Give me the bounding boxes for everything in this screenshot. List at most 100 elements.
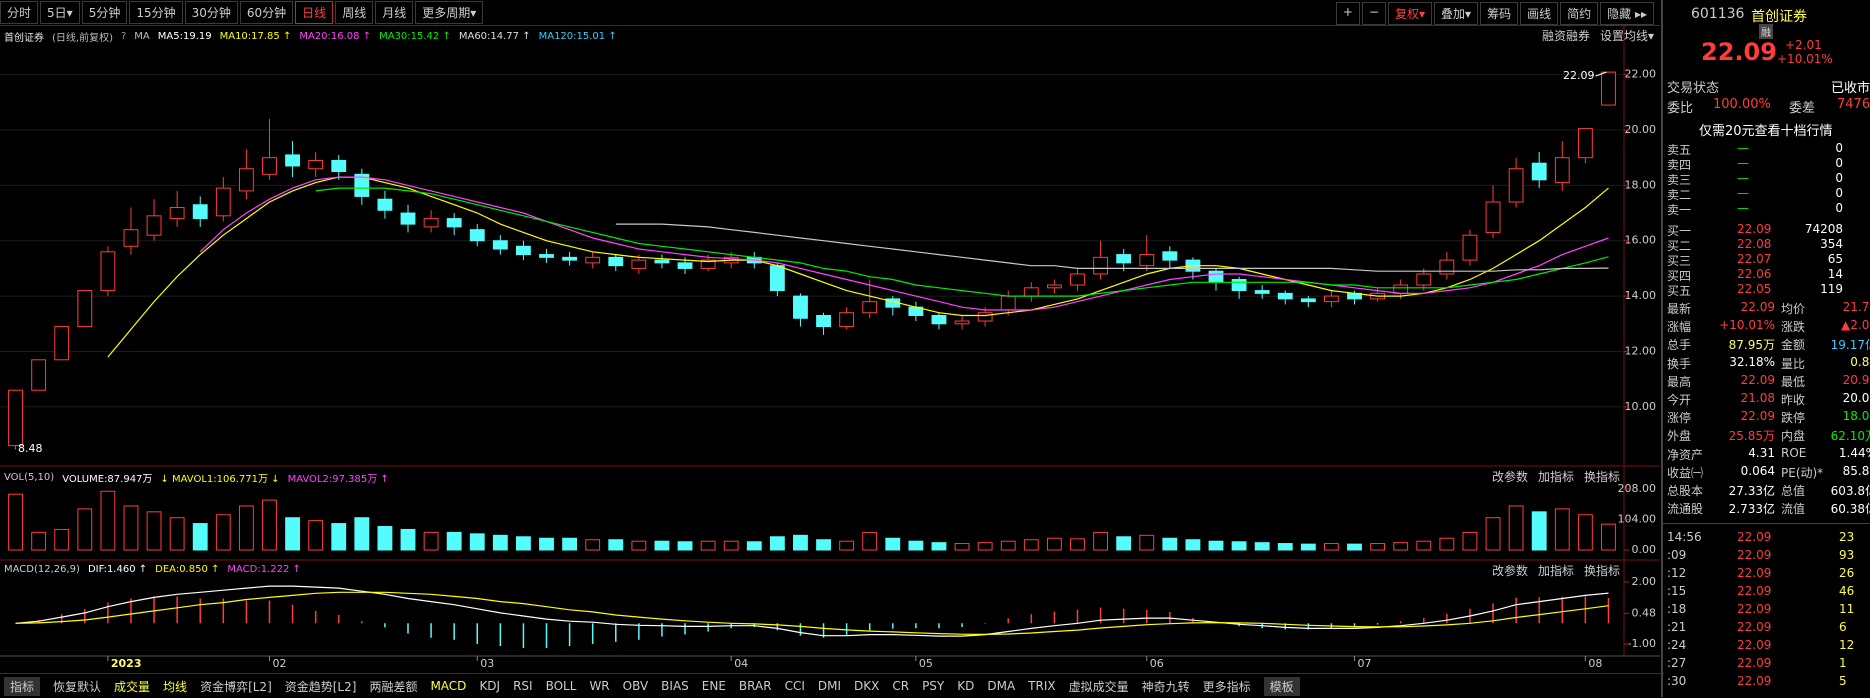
tool-button[interactable]: 隐藏 ▸▸ [1600,2,1654,25]
order-row: 买四 22.06 14 [1667,267,1870,283]
max-price-label: 22.09 [1563,69,1595,82]
panel-link[interactable]: 加指标 [1537,470,1574,484]
tool-button[interactable]: − [1361,2,1387,25]
line-series [315,187,1609,297]
candle-body [862,301,878,314]
tool-button[interactable]: 筹码 [1480,2,1519,25]
indicator-tab[interactable]: DKX [854,679,880,693]
period-tab[interactable]: 15分钟 [129,1,183,24]
order-row: 买二 22.08 354 [1667,237,1870,253]
volume-bar [1116,536,1132,551]
indicator-tab[interactable]: KDJ [479,679,501,693]
panel-link[interactable]: 设置均线▾ [1599,29,1654,43]
period-tab[interactable]: 5分钟 [81,1,128,24]
volume-bar [1531,511,1547,551]
candle-body [1185,259,1201,272]
indicator-tab[interactable]: 虚拟成交量 [1068,679,1129,694]
toolbar: 分时 5日▾ 5分钟 15分钟 30分钟 60分钟 日线 周线 月线 更多周期▾ + − 复权▾ 叠加▾ 筹… [0,0,1660,26]
indicator-tab[interactable]: 恢复默认 [53,679,102,694]
stat-label: 最低 [1781,374,1806,389]
period-tab[interactable]: 5日▾ [40,1,80,24]
diff: 7476 [1837,97,1870,112]
indicator-tab[interactable]: BRAR [738,679,772,693]
indicator-tab[interactable]: WR [589,679,610,693]
indicator-tab[interactable]: ENE [701,679,726,693]
period-tab[interactable]: 日线 [295,1,334,24]
panel-link[interactable]: 改参数 [1491,564,1528,578]
tool-button[interactable]: + [1335,2,1360,25]
indicator-tab[interactable]: 更多指标 [1202,679,1251,694]
indicator-tab[interactable]: PSY [922,679,945,693]
stat-label: 总股本 [1667,484,1704,498]
indicator-tab[interactable]: 模板 [1263,676,1300,696]
indicator-tab[interactable]: 成交量 [114,679,151,694]
indicator-tab[interactable]: CR [892,679,910,693]
header-item: DIF:1.460 ↑ [87,564,148,575]
indicator-tab[interactable]: TRIX [1028,679,1056,693]
order-price: 22.07 [1737,252,1772,266]
candle-body [516,245,531,256]
period-tab[interactable]: 更多周期▾ [415,1,484,24]
period-tab[interactable]: 周线 [335,1,374,24]
candle-body [469,229,485,242]
indicator-tab[interactable]: 资金趋势[L2] [284,679,357,694]
indicator-tab[interactable]: OBV [622,679,649,693]
panel-link[interactable]: 改参数 [1491,470,1528,484]
panel-link[interactable]: 加指标 [1537,564,1574,578]
tool-button[interactable]: 简约 [1560,2,1599,25]
indicator-tab[interactable]: 两融差额 [369,679,418,694]
ratio: 100.00% [1713,97,1771,112]
volume-header: VOL(5,10) VOLUME:87.947万 ↓ MAVOL1:106.771万… [4,470,389,485]
tool-button[interactable]: 复权▾ [1388,2,1433,25]
indicator-tab[interactable]: 指标 [4,676,41,696]
volume-bar [793,534,808,551]
candle-body [1577,128,1593,159]
promo-link[interactable]: 仅需20元查看十档行情 [1699,124,1833,139]
margin-badge: 融 [1759,24,1773,39]
volume-bar [8,493,23,551]
order-row: 卖三 — 0 [1667,171,1870,187]
panel-link[interactable]: 换指标 [1583,564,1620,578]
tool-button[interactable]: 画线 [1520,2,1559,25]
panel-link[interactable]: 融资融券 [1541,29,1590,43]
y-tick-label: 2.00 [1632,575,1657,588]
stat-label: 总手 [1667,338,1692,353]
stat-value: ▲2.01 [1841,318,1870,333]
header-item: MAVOL2:97.385万 ↑ [287,474,389,485]
stat-value: 25.85万 [1728,429,1775,444]
period-tab[interactable]: 月线 [375,1,414,24]
indicator-tab[interactable]: DMI [817,679,841,693]
header-item: MACD:1.222 ↑ [227,564,301,575]
indicator-tab[interactable]: BIAS [661,679,689,693]
period-tab[interactable]: 60分钟 [239,1,294,24]
tool-button[interactable]: 叠加▾ [1434,2,1479,25]
indicator-tab[interactable]: RSI [513,679,533,693]
indicator-tab[interactable]: 资金博弈[L2] [200,679,272,694]
candle-body [631,259,647,269]
candle-body [1347,292,1362,300]
order-price: — [1737,186,1749,200]
panel-link[interactable]: 换指标 [1583,470,1620,484]
order-volume: 0 [1835,141,1843,155]
period-tab[interactable]: 分时 [0,1,39,24]
indicator-tab[interactable]: 神奇九转 [1141,679,1190,694]
stat-label: ROE [1781,445,1807,460]
stat-value: 2.733亿 [1728,502,1775,517]
candle-body [146,215,162,236]
indicator-tab[interactable]: KD [957,679,975,693]
indicator-tab[interactable]: BOLL [545,679,577,693]
indicator-tab[interactable]: DMA [987,679,1016,693]
indicator-tab[interactable]: MACD [430,679,467,693]
stat-label: 均价 [1781,302,1806,316]
indicator-tab[interactable]: CCI [784,679,805,693]
candle-body [1254,290,1270,294]
indicator-tab[interactable]: 均线 [163,679,188,694]
header-item: 首创证券 [4,33,44,44]
volume-bar [215,514,231,551]
period-tab[interactable]: 30分钟 [184,1,238,24]
x-tick-label: 03 [480,657,494,670]
candle-body [54,326,70,361]
